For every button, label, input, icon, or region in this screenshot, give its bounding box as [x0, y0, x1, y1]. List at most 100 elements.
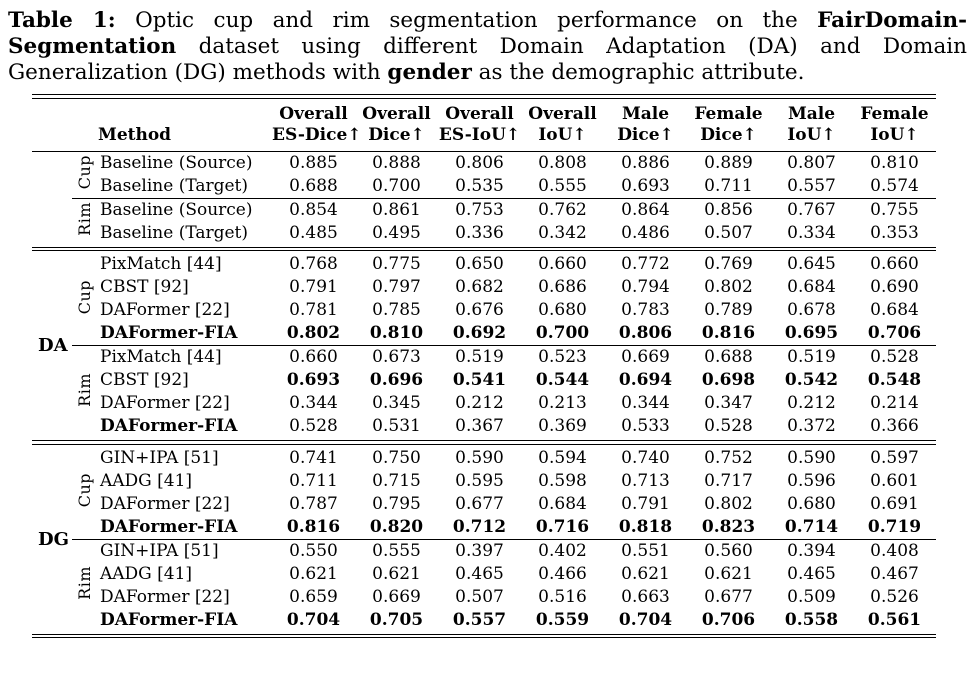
- column-header-line2: Dice↑: [368, 124, 425, 145]
- value-cell: 0.781: [289, 300, 338, 321]
- value-cell: 0.645: [787, 254, 836, 275]
- method-cell: DAFormer-FIA: [100, 609, 238, 630]
- organ-label: Cup: [75, 279, 94, 314]
- value-cell: 0.715: [372, 470, 421, 491]
- value-cell: 0.768: [289, 254, 338, 275]
- value-cell: 0.397: [438, 538, 521, 563]
- value-cell: 0.775: [372, 254, 421, 275]
- column-header-line1: Overall: [279, 103, 348, 124]
- value-cell: 0.684: [787, 277, 836, 298]
- value-cell: 0.753: [438, 197, 521, 222]
- value-cell: 0.797: [372, 277, 421, 298]
- value-cell: 0.345: [372, 393, 421, 414]
- table-row: DAFormer [22] 0.787 0.795 0.677 0.684 0.791 0.…: [32, 493, 936, 516]
- value-cell: 0.762: [521, 197, 604, 222]
- method-cell: AADG [41]: [100, 470, 193, 491]
- table-row: AADG [41] 0.711 0.715 0.595 0.598 0.713 0.717 0…: [32, 470, 936, 493]
- method-cell: PixMatch [44]: [98, 345, 272, 370]
- method-cell: Baseline (Target): [100, 222, 249, 243]
- value-cell: 0.214: [870, 393, 919, 414]
- value-cell: 0.408: [853, 538, 936, 563]
- value-cell: 0.541: [452, 370, 507, 391]
- value-cell: 0.810: [870, 152, 919, 173]
- table-row: CBST [92] 0.791 0.797 0.682 0.686 0.794 0.802 0…: [32, 276, 936, 299]
- value-cell: 0.366: [870, 416, 919, 437]
- value-cell: 0.528: [853, 345, 936, 370]
- table-row: DAFormer [22] 0.659 0.669 0.507 0.516 0.663 0.…: [32, 586, 936, 609]
- value-cell: 0.509: [787, 586, 836, 607]
- value-cell: 0.557: [452, 609, 507, 630]
- value-cell: 0.676: [455, 300, 504, 321]
- value-cell: 0.711: [704, 175, 753, 196]
- value-cell: 0.700: [372, 175, 421, 196]
- value-cell: 0.791: [621, 493, 670, 514]
- value-cell: 0.621: [621, 563, 670, 584]
- value-cell: 0.590: [787, 447, 836, 468]
- value-cell: 0.816: [701, 323, 756, 344]
- value-cell: 0.659: [289, 586, 338, 607]
- value-cell: 0.886: [621, 152, 670, 173]
- value-cell: 0.680: [538, 300, 587, 321]
- table-row: DA Cup PixMatch [44] 0.768 0.775 0.650 0.660 0.…: [32, 253, 936, 357]
- value-cell: 0.555: [538, 175, 587, 196]
- value-cell: 0.594: [538, 447, 587, 468]
- value-cell: 0.669: [604, 345, 687, 370]
- column-header-line2: ES-Dice↑: [272, 124, 362, 145]
- value-cell: 0.816: [286, 516, 341, 537]
- value-cell: 0.680: [787, 493, 836, 514]
- value-cell: 0.740: [621, 447, 670, 468]
- value-cell: 0.688: [289, 175, 338, 196]
- value-cell: 0.559: [535, 609, 590, 630]
- value-cell: 0.669: [372, 586, 421, 607]
- value-cell: 0.465: [787, 563, 836, 584]
- value-cell: 0.590: [455, 447, 504, 468]
- value-cell: 0.367: [455, 416, 504, 437]
- double-rule: [32, 440, 936, 445]
- value-cell: 0.621: [289, 563, 338, 584]
- header-row: Method Overall ES-Dice↑ Overall Dice↑ Overal…: [32, 100, 936, 152]
- column-header-male-dice: Male Dice↑: [604, 100, 687, 152]
- organ-label: Rim: [75, 566, 94, 601]
- table-caption: Table 1: Optic cup and rim segmentation …: [8, 8, 967, 86]
- value-cell: 0.495: [372, 222, 421, 243]
- value-cell: 0.621: [372, 563, 421, 584]
- table-row: Rim Baseline (Source) 0.854 0.861 0.753 0.762…: [32, 197, 936, 245]
- caption-bold-segment: gender: [387, 60, 472, 85]
- value-cell: 0.535: [455, 175, 504, 196]
- table-row: DG Cup GIN+IPA [51] 0.741 0.750 0.590 0.594 0.7…: [32, 447, 936, 550]
- method-cell: GIN+IPA [51]: [100, 447, 219, 468]
- value-cell: 0.526: [870, 586, 919, 607]
- table-row: DAFormer-FIA 0.528 0.531 0.367 0.369 0.533 0.5…: [32, 415, 936, 438]
- value-cell: 0.686: [538, 277, 587, 298]
- value-cell: 0.700: [535, 323, 590, 344]
- column-header-line2: IoU↑: [870, 124, 919, 145]
- value-cell: 0.560: [687, 538, 770, 563]
- table-row: DAFormer-FIA 0.816 0.820 0.712 0.716 0.818 0.8…: [32, 516, 936, 540]
- value-cell: 0.550: [272, 538, 355, 563]
- value-cell: 0.673: [355, 345, 438, 370]
- column-header-overall-iou: Overall IoU↑: [521, 100, 604, 152]
- method-cell: DAFormer [22]: [100, 393, 230, 414]
- method-cell: DAFormer-FIA: [100, 416, 238, 437]
- value-cell: 0.542: [784, 370, 839, 391]
- value-cell: 0.212: [787, 393, 836, 414]
- column-header-line2: ES-IoU↑: [438, 124, 521, 145]
- method-cell: Baseline (Target): [100, 175, 249, 196]
- column-header-line1: Female: [694, 103, 763, 124]
- value-cell: 0.523: [521, 345, 604, 370]
- value-cell: 0.660: [538, 254, 587, 275]
- value-cell: 0.802: [704, 493, 753, 514]
- value-cell: 0.693: [286, 370, 341, 391]
- value-cell: 0.486: [621, 222, 670, 243]
- value-cell: 0.212: [455, 393, 504, 414]
- value-cell: 0.698: [701, 370, 756, 391]
- caption-text-segment: as the demographic attribute.: [471, 60, 805, 85]
- table-row: AADG [41] 0.621 0.621 0.465 0.466 0.621 0.621 0…: [32, 563, 936, 586]
- value-cell: 0.561: [867, 609, 922, 630]
- table-row: Cup Baseline (Source) 0.885 0.888 0.806 0.808…: [32, 151, 936, 189]
- value-cell: 0.716: [535, 516, 590, 537]
- method-column-header: Method: [98, 100, 272, 152]
- value-cell: 0.688: [687, 345, 770, 370]
- column-header-line1: Male: [621, 103, 670, 124]
- value-cell: 0.507: [455, 586, 504, 607]
